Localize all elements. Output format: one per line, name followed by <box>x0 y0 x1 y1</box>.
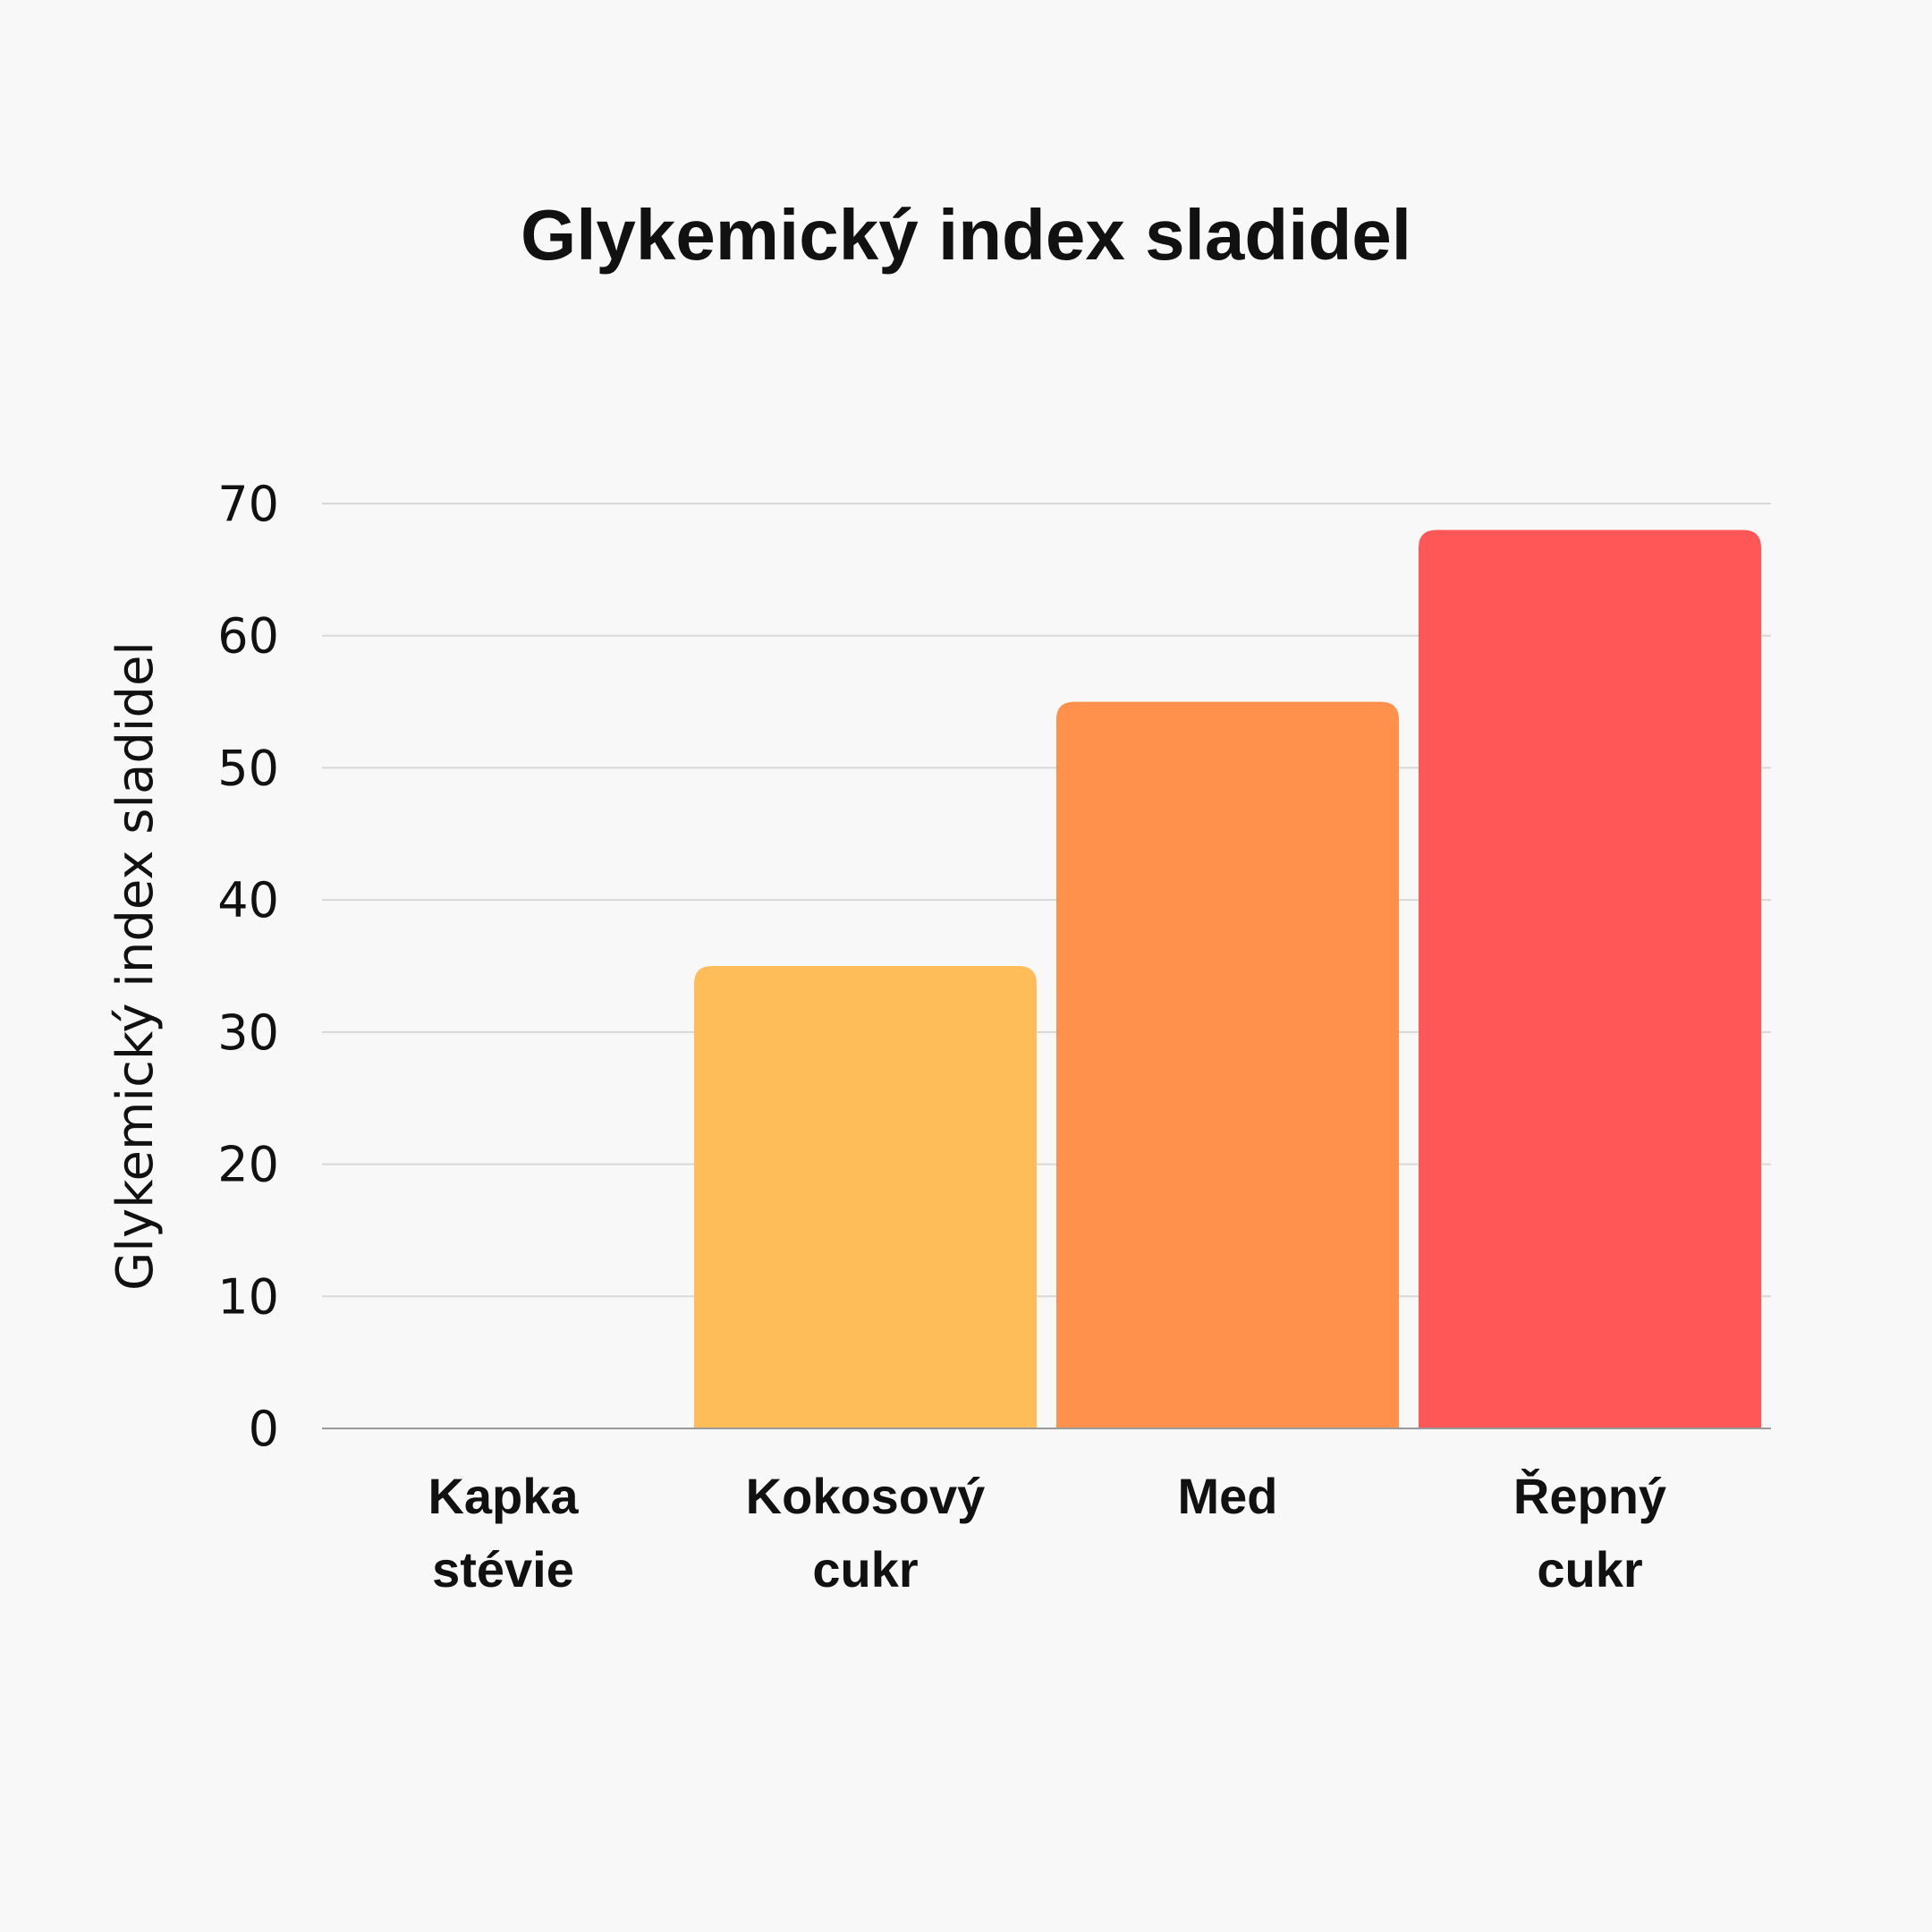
grid-lines <box>322 503 1771 1298</box>
x-category-label: Kapka stévie <box>428 1468 579 1597</box>
bar <box>694 966 1037 1428</box>
x-category-line: Med <box>1178 1468 1278 1524</box>
x-category-line: Řepný <box>1513 1468 1666 1524</box>
y-axis-ticks: 0 10 20 30 40 50 60 70 <box>217 476 279 1457</box>
x-category-line: Kokosový <box>746 1468 986 1524</box>
y-tick-label: 0 <box>249 1401 279 1457</box>
y-tick-label: 50 <box>217 740 279 796</box>
y-tick-label: 60 <box>217 608 279 665</box>
x-category-label: Med <box>1178 1468 1278 1524</box>
y-tick-label: 20 <box>217 1137 279 1193</box>
y-tick-label: 70 <box>217 476 279 532</box>
x-category-line: Kapka <box>428 1468 579 1524</box>
x-category-label: Řepný cukr <box>1513 1468 1666 1597</box>
x-axis-categories: Kapka stévie Kokosový cukr Med Řepný cukr <box>428 1468 1666 1597</box>
bar <box>1056 701 1399 1428</box>
y-tick-label: 40 <box>217 872 279 928</box>
x-category-line: cukr <box>812 1541 918 1597</box>
x-category-label: Kokosový cukr <box>746 1468 986 1597</box>
y-tick-label: 10 <box>217 1268 279 1325</box>
y-tick-label: 30 <box>217 1004 279 1061</box>
bar <box>1419 530 1761 1428</box>
y-axis-label: Glykemický index sladidel <box>106 641 165 1291</box>
bars <box>694 530 1761 1428</box>
x-category-line: cukr <box>1537 1541 1642 1597</box>
x-category-line: stévie <box>432 1541 574 1597</box>
chart-title: Glykemický index sladidel <box>521 195 1411 275</box>
